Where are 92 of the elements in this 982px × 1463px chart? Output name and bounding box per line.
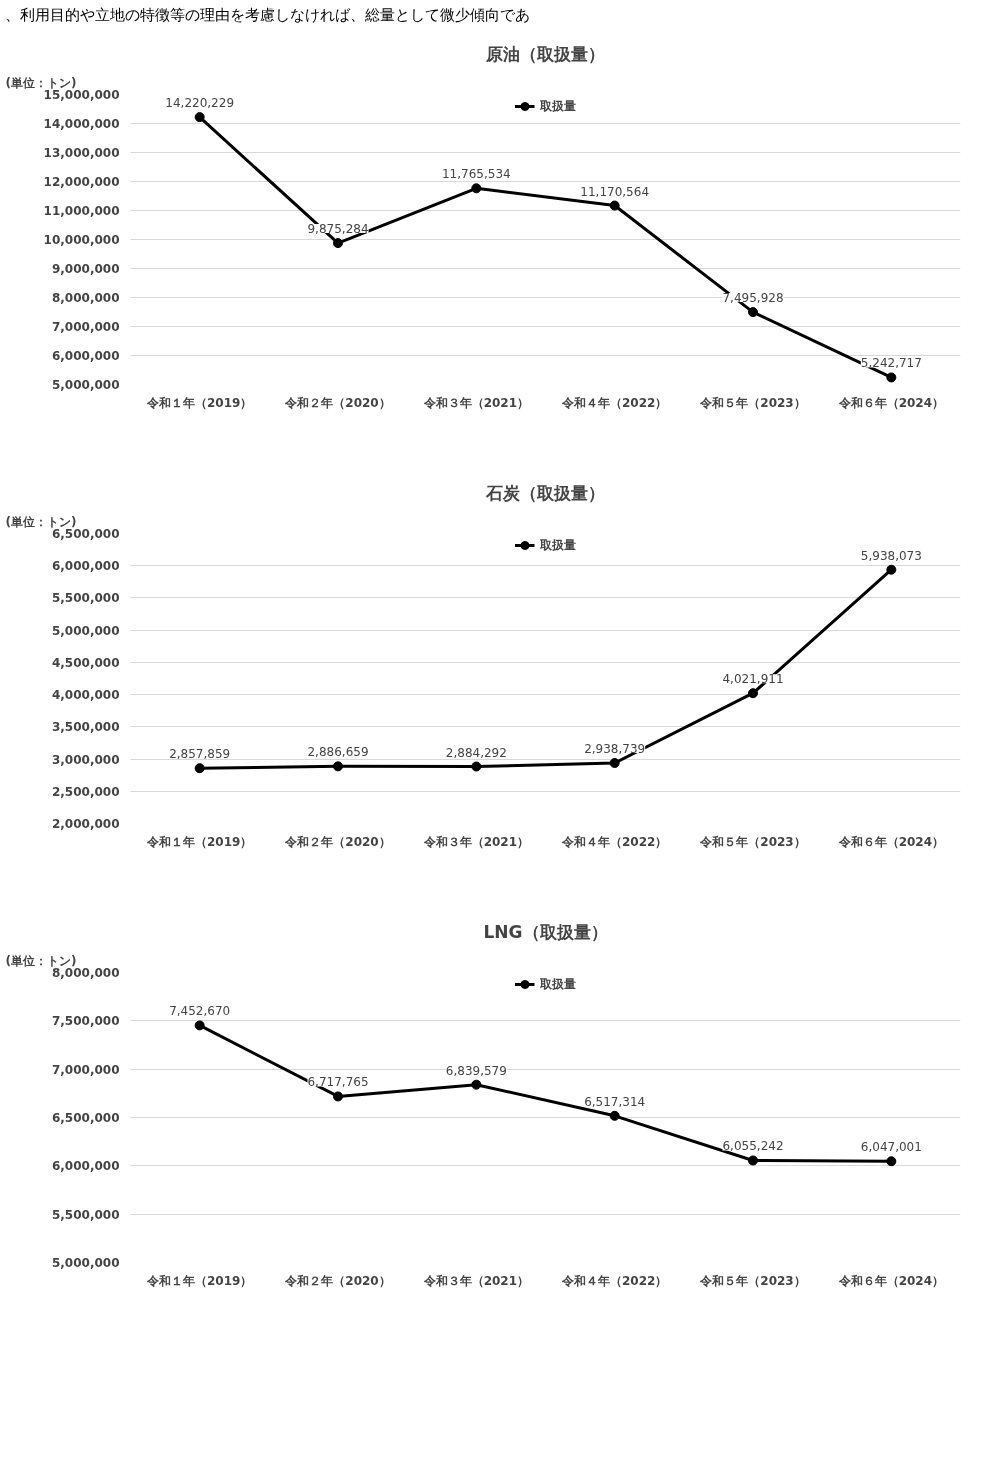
point [471, 761, 482, 772]
point [886, 1156, 897, 1167]
data-label: 11,170,564 [580, 184, 650, 199]
data-label: 6,047,001 [860, 1140, 922, 1155]
data-label: 4,021,911 [722, 672, 784, 687]
data-label: 7,495,928 [722, 291, 784, 306]
point [609, 200, 620, 211]
point [886, 372, 897, 383]
data-label: 5,938,073 [860, 548, 922, 563]
y-tick-label: 7,000,000 [51, 320, 120, 334]
x-tick-label: 令和５年（2023） [699, 1273, 806, 1288]
y-axis-title: (単位：トン) [5, 514, 77, 529]
point [748, 1155, 758, 1166]
y-tick-label: 6,500,000 [51, 527, 120, 541]
y-tick-label: 5,000,000 [51, 1256, 120, 1270]
data-label: 6,517,314 [584, 1094, 646, 1109]
y-tick-label: 6,000,000 [51, 1159, 120, 1174]
point [609, 1110, 620, 1121]
x-tick-label: 令和４年（2022） [560, 1273, 668, 1288]
data-label: 6,839,579 [445, 1063, 507, 1078]
point [333, 238, 343, 249]
y-tick-label: 8,000,000 [51, 291, 120, 305]
point [194, 1020, 205, 1031]
y-tick-label: 8,000,000 [51, 966, 120, 980]
data-label: 2,886,659 [307, 745, 369, 760]
x-tick-label: 令和６年（2024） [837, 834, 945, 849]
data-label: 11,765,534 [441, 167, 511, 182]
x-tick-label: 令和４年（2022） [560, 834, 668, 849]
y-tick-label: 9,000,000 [51, 262, 120, 276]
data-label: 2,884,292 [445, 745, 507, 760]
y-tick-label: 6,500,000 [51, 1111, 120, 1125]
y-tick-label: 5,500,000 [51, 591, 120, 606]
data-label: 6,055,242 [722, 1139, 784, 1154]
y-tick-label: 4,000,000 [51, 688, 120, 703]
x-tick-label: 令和３年（2021） [422, 834, 530, 849]
point [333, 1091, 343, 1102]
x-tick-label: 令和２年（2020） [284, 1273, 391, 1288]
text: 、利用目的や立地の特徴等の理由を考慮しなければ、総量として微少傾向であ [5, 5, 530, 26]
x-tick-label: 令和４年（2022） [560, 395, 668, 410]
point [194, 763, 205, 774]
data-label: 6,717,765 [307, 1075, 369, 1090]
x-tick-label: 令和６年（2024） [837, 395, 945, 410]
y-tick-label: 4,500,000 [51, 655, 120, 670]
data-label: 14,220,229 [165, 96, 235, 111]
x-tick-label: 令和３年（2021） [422, 1273, 530, 1288]
y-tick-label: 14,000,000 [43, 117, 120, 131]
y-tick-label: 13,000,000 [43, 146, 120, 160]
data-label: 2,857,859 [169, 747, 231, 762]
legend-label: 取扱量 [539, 536, 576, 554]
data-label: 2,938,739 [584, 742, 646, 756]
y-axis-title: (単位：トン) [5, 953, 77, 968]
x-tick-label: 令和２年（2020） [284, 834, 391, 849]
point [748, 307, 758, 318]
data-label: 9,875,284 [307, 222, 369, 237]
y-tick-label: 3,000,000 [51, 752, 120, 767]
data-label: 5,242,717 [860, 356, 922, 371]
point [886, 564, 897, 575]
y-axis-title: (単位：トン) [5, 75, 77, 90]
y-tick-label: 5,500,000 [51, 1207, 120, 1222]
x-tick-label: 令和６年（2024） [837, 1273, 945, 1288]
y-tick-label: 10,000,000 [43, 233, 120, 247]
x-tick-label: 令和１年（2019） [145, 834, 253, 849]
x-tick-label: 令和２年（2020） [284, 395, 391, 410]
y-tick-label: 7,000,000 [51, 1062, 120, 1077]
y-tick-label: 5,000,000 [51, 623, 120, 638]
y-tick-label: 11,000,000 [43, 204, 120, 218]
point [471, 1079, 482, 1090]
chart-title: 原油（取扱量） [485, 43, 605, 64]
data-label: 7,452,670 [169, 1004, 231, 1019]
x-tick-label: 令和１年（2019） [145, 1273, 253, 1288]
point [333, 761, 343, 772]
chart-title: LNG（取扱量） [483, 921, 608, 942]
y-tick-label: 6,000,000 [51, 559, 120, 574]
y-tick-label: 3,500,000 [51, 720, 120, 735]
x-tick-label: 令和５年（2023） [699, 395, 806, 410]
x-tick-label: 令和１年（2019） [145, 395, 253, 410]
y-tick-label: 6,000,000 [51, 349, 120, 363]
y-tick-label: 12,000,000 [43, 175, 120, 189]
legend-label: 取扱量 [539, 975, 576, 993]
x-tick-label: 令和５年（2023） [699, 834, 806, 849]
y-tick-label: 7,500,000 [51, 1014, 120, 1029]
point [748, 688, 758, 699]
point [194, 112, 205, 123]
y-tick-label: 15,000,000 [43, 88, 120, 102]
chart-title: 石炭（取扱量） [485, 482, 605, 503]
point [609, 758, 620, 768]
y-tick-label: 2,500,000 [51, 784, 120, 799]
point [471, 183, 482, 194]
x-tick-label: 令和３年（2021） [422, 395, 530, 410]
y-tick-label: 5,000,000 [51, 378, 120, 392]
legend-label: 取扱量 [539, 97, 576, 115]
y-tick-label: 2,000,000 [51, 817, 120, 831]
